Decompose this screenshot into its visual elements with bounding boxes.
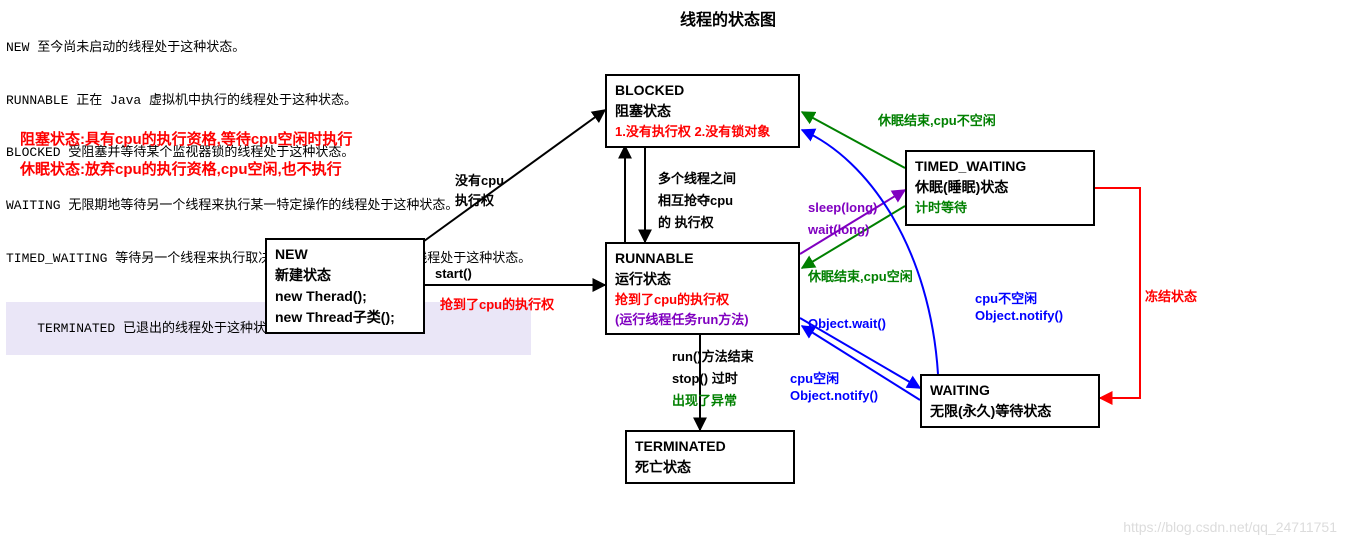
- node-new: NEW 新建状态 new Therad(); new Thread子类();: [265, 238, 425, 334]
- node-runnable-title: RUNNABLE: [615, 248, 790, 269]
- node-timed-waiting: TIMED_WAITING 休眠(睡眠)状态 计时等待: [905, 150, 1095, 226]
- label-stopOld: stop() 过时: [672, 368, 738, 387]
- node-waiting: WAITING 无限(永久)等待状态: [920, 374, 1100, 428]
- label-noCpu1: 没有cpu: [455, 170, 504, 189]
- node-new-title: NEW: [275, 244, 415, 265]
- node-blocked-sub: 阻塞状态: [615, 101, 790, 122]
- node-blocked-l3: 1.没有执行权 2.没有锁对象: [615, 122, 790, 142]
- node-terminated: TERMINATED 死亡状态: [625, 430, 795, 484]
- node-new-l3: new Therad();: [275, 286, 415, 307]
- edge-timed-to-waiting: [1095, 188, 1140, 398]
- edge-timed-to-runnable: [802, 206, 905, 268]
- label-multi1: 多个线程之间: [658, 168, 736, 187]
- label-multi2: 相互抢夺cpu: [658, 190, 733, 209]
- diagram-title: 线程的状态图: [680, 10, 776, 32]
- node-blocked: BLOCKED 阻塞状态 1.没有执行权 2.没有锁对象: [605, 74, 800, 148]
- def-new: NEW 至今尚未启动的线程处于这种状态。: [6, 39, 531, 57]
- label-objWait: Object.wait(): [808, 316, 886, 331]
- label-noCpu2: 执行权: [455, 190, 494, 209]
- node-runnable-sub: 运行状态: [615, 269, 790, 290]
- label-busyNotify2: Object.notify(): [975, 308, 1063, 323]
- note-sleep: 休眠状态:放弃cpu的执行资格,cpu空闲,也不执行: [20, 160, 342, 180]
- node-runnable-l3: 抢到了cpu的执行权: [615, 290, 790, 310]
- note-blocked: 阻塞状态:具有cpu的执行资格,等待cpu空闲时执行: [20, 130, 353, 150]
- node-terminated-sub: 死亡状态: [635, 457, 785, 478]
- label-waitLong: wait(long): [808, 222, 869, 237]
- label-wakeIdle: 休眠结束,cpu空闲: [808, 266, 913, 285]
- label-multi3: 的 执行权: [658, 212, 714, 231]
- def-runnable: RUNNABLE 正在 Java 虚拟机中执行的线程处于这种状态。: [6, 92, 531, 110]
- node-timed-l3: 计时等待: [915, 198, 1085, 218]
- label-startCall: start(): [435, 266, 472, 281]
- label-busyNotify1: cpu不空闲: [975, 288, 1037, 307]
- node-new-l4: new Thread子类();: [275, 307, 415, 328]
- node-terminated-title: TERMINATED: [635, 436, 785, 457]
- label-runEnd: run()方法结束: [672, 346, 754, 365]
- label-gotCpu: 抢到了cpu的执行权: [440, 294, 554, 313]
- node-waiting-title: WAITING: [930, 380, 1090, 401]
- label-exception: 出现了异常: [672, 390, 737, 409]
- label-idleNotify2: Object.notify(): [790, 388, 878, 403]
- node-timed-sub: 休眠(睡眠)状态: [915, 177, 1085, 198]
- def-terminated-key: TERMINATED: [37, 321, 123, 336]
- label-wakeBusy: 休眠结束,cpu不空闲: [878, 110, 996, 129]
- def-waiting: WAITING 无限期地等待另一个线程来执行某一特定操作的线程处于这种状态。: [6, 197, 531, 215]
- node-waiting-sub: 无限(永久)等待状态: [930, 401, 1090, 422]
- label-frozen: 冻结状态: [1145, 286, 1197, 305]
- node-timed-title: TIMED_WAITING: [915, 156, 1085, 177]
- label-sleepLong: sleep(long): [808, 200, 877, 215]
- node-blocked-title: BLOCKED: [615, 80, 790, 101]
- node-new-sub: 新建状态: [275, 265, 415, 286]
- node-runnable: RUNNABLE 运行状态 抢到了cpu的执行权 (运行线程任务run方法): [605, 242, 800, 335]
- node-runnable-l4: (运行线程任务run方法): [615, 310, 790, 330]
- watermark: https://blog.csdn.net/qq_24711751: [1123, 519, 1337, 535]
- label-idleNotify1: cpu空闲: [790, 368, 839, 387]
